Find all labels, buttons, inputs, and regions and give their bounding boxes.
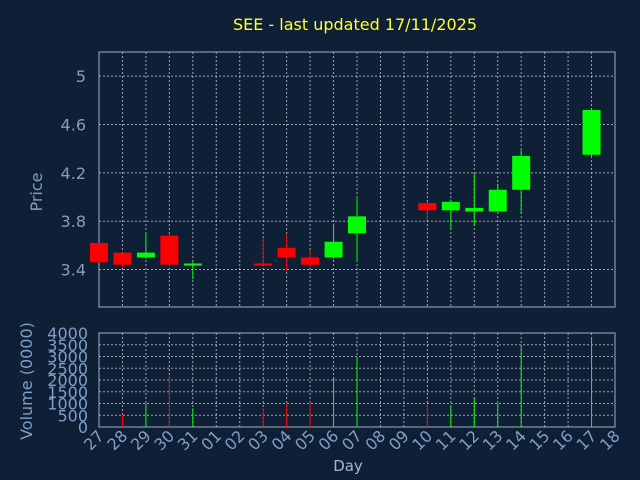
price-tick-label: 3.4 — [61, 261, 86, 280]
price-tick-label: 4.2 — [61, 164, 86, 183]
volume-tick-label: 1000 — [47, 395, 88, 414]
price-panel: 3.4 3.8 4.2 4.6 5 — [61, 51, 616, 308]
price-axis-title: Price — [27, 172, 46, 211]
candle-body — [418, 203, 437, 211]
candle-body — [254, 263, 273, 266]
x-tick-label: 18 — [596, 426, 624, 454]
candle-body — [136, 252, 155, 258]
volume-axis-title: Volume (0000) — [17, 322, 36, 440]
candle-body — [113, 252, 132, 265]
volume-tick-label: 2000 — [47, 371, 88, 390]
chart-title: SEE - last updated 17/11/2025 — [233, 15, 477, 34]
volume-tick-label: 2500 — [47, 359, 88, 378]
candle-body — [160, 235, 179, 265]
candle-body — [348, 216, 366, 234]
price-tick-label: 4.6 — [61, 116, 86, 135]
candle-body — [324, 241, 343, 258]
price-tick-label: 5 — [76, 67, 86, 86]
volume-tick-label: 3500 — [47, 336, 88, 355]
x-axis-title: Day — [333, 457, 363, 475]
volume-tick-label: 500 — [57, 406, 88, 425]
candle-body — [465, 207, 484, 212]
candle-body — [301, 257, 320, 265]
candle-body — [488, 189, 507, 212]
volume-tick-label: 0 — [78, 418, 88, 437]
volume-tick-label: 3000 — [47, 348, 88, 367]
candle-body — [183, 263, 202, 266]
volume-tick-label: 1500 — [47, 383, 88, 402]
price-panel-frame — [98, 51, 616, 308]
x-axis: 2728293031010203040506070809101112131415… — [80, 426, 624, 454]
candle-body — [441, 201, 460, 211]
price-tick-label: 3.8 — [61, 212, 86, 231]
candle-body — [512, 155, 531, 190]
volume-tick-label: 4000 — [47, 324, 88, 343]
candle-body — [90, 242, 108, 263]
candle-body — [582, 110, 601, 155]
candle-body — [277, 247, 296, 258]
